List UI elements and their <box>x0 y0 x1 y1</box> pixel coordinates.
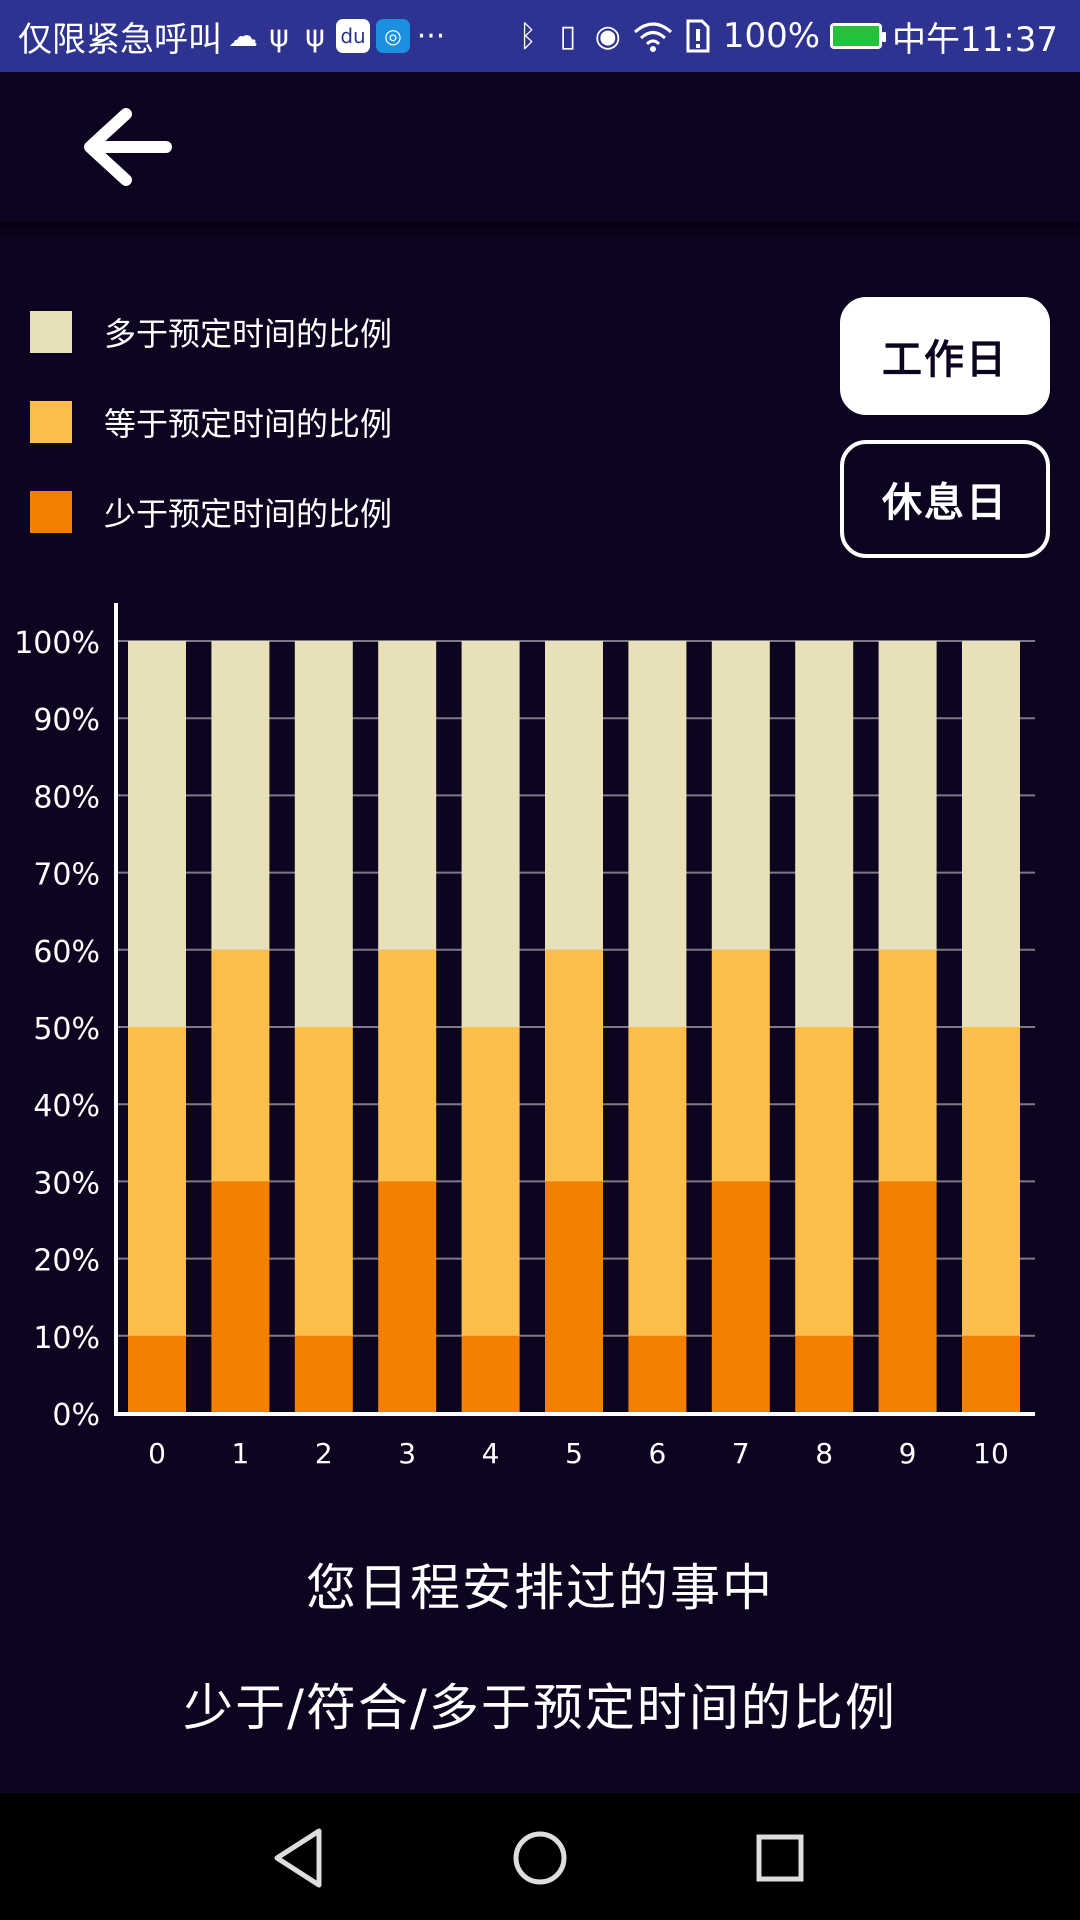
back-button[interactable] <box>80 106 180 188</box>
nav-back-button[interactable] <box>265 1823 335 1893</box>
x-tick-label: 1 <box>231 1437 249 1470</box>
stacked-bar-chart: 0% 10% 20% 30% 40% 50% 60% 70% 80% 90% 100% 0 1 2 3 4 5 6… <box>14 603 1035 1470</box>
bar-segment <box>628 641 687 1027</box>
x-tick-label: 6 <box>648 1437 666 1470</box>
bar-segment <box>211 949 270 1182</box>
bar-segment <box>962 1335 1020 1413</box>
nav-recents-button[interactable] <box>745 1823 815 1893</box>
legend-item-equal: 等于预定时间的比例 <box>30 401 392 443</box>
x-tick-label: 0 <box>148 1437 166 1470</box>
circle-home-icon <box>513 1831 567 1885</box>
x-tick-label: 10 <box>973 1437 1009 1470</box>
bar-segment <box>211 641 270 950</box>
triangle-back-icon <box>274 1828 322 1888</box>
carrier-text: 仅限紧急呼叫 <box>18 19 222 60</box>
legend-label-less: 少于预定时间的比例 <box>104 495 393 533</box>
bar-segment <box>461 641 520 1027</box>
footer-line-1: 您日程安排过的事中 <box>306 1559 774 1617</box>
bar-segment <box>962 1027 1020 1336</box>
battery-icon <box>830 23 887 49</box>
x-tick-label: 3 <box>398 1437 416 1470</box>
bar-segment <box>378 1181 437 1413</box>
x-tick-label: 4 <box>482 1437 500 1470</box>
nav-home-button[interactable] <box>505 1823 575 1893</box>
bar-segment <box>211 1181 270 1413</box>
y-tick-label: 50% <box>33 1012 100 1047</box>
legend-item-more: 多于预定时间的比例 <box>30 311 392 353</box>
bar-segment <box>878 1181 937 1413</box>
restday-button[interactable]: 休息日 <box>840 440 1050 558</box>
legend-label-equal: 等于预定时间的比例 <box>104 405 393 443</box>
legend-swatch-more <box>30 311 72 353</box>
app-bar <box>0 72 1080 222</box>
weather-cloud-icon: ☁ <box>228 18 258 54</box>
workday-button[interactable]: 工作日 <box>840 297 1050 415</box>
clock: 中午11:37 <box>892 19 1058 60</box>
wifi-icon <box>633 16 673 56</box>
y-tick-label: 100% <box>14 626 100 661</box>
bar-segment <box>294 641 353 1027</box>
bluetooth-icon: ᛒ <box>518 18 537 54</box>
y-tick-label: 0% <box>52 1398 100 1433</box>
bar-segment <box>878 949 937 1182</box>
bar-segment <box>962 641 1020 1027</box>
bar-segment <box>545 1181 603 1413</box>
y-tick-label: 20% <box>33 1244 100 1279</box>
eye-icon: ◉ <box>594 18 621 54</box>
baidu-app-icon: du <box>336 19 370 53</box>
usb-icon: ψ <box>305 18 325 54</box>
bar-segment <box>795 1027 854 1336</box>
navigation-bar <box>0 1793 1080 1920</box>
bar-segment <box>461 1335 520 1413</box>
status-bar: 仅限紧急呼叫 ☁ ψ ψ du ◎ ··· ᛒ ▯ ◉ 100% 中午11:37 <box>0 0 1080 72</box>
bar-segment <box>294 1335 353 1413</box>
more-icon: ··· <box>416 18 446 54</box>
bar-segment <box>711 1181 770 1413</box>
legend-swatch-less <box>30 491 72 533</box>
bar-segment <box>128 641 186 1027</box>
y-tick-label: 80% <box>33 780 100 815</box>
y-tick-label: 40% <box>33 1089 100 1124</box>
bar-segment <box>795 1335 854 1413</box>
usb-icon: ψ <box>269 18 289 54</box>
footer-line-2: 少于/符合/多于预定时间的比例 <box>183 1679 897 1737</box>
legend-swatch-equal <box>30 401 72 443</box>
bar-segment <box>878 641 937 950</box>
bar-segment <box>711 949 770 1182</box>
legend-item-less: 少于预定时间的比例 <box>30 491 392 533</box>
x-tick-label: 7 <box>732 1437 750 1470</box>
x-tick-label: 8 <box>815 1437 833 1470</box>
bar-segment <box>128 1027 186 1336</box>
battery-percent: 100% <box>722 16 821 56</box>
x-tick-label: 2 <box>315 1437 333 1470</box>
sim-alert-icon <box>683 16 713 56</box>
y-tick-label: 70% <box>33 858 100 893</box>
bar-segment <box>545 949 603 1182</box>
bar-segment <box>545 641 603 950</box>
bar-segment <box>711 641 770 950</box>
arrow-left-icon <box>84 108 172 186</box>
x-tick-label: 9 <box>899 1437 917 1470</box>
y-tick-label: 90% <box>33 703 100 738</box>
bar-segment <box>294 1027 353 1336</box>
y-tick-label: 30% <box>33 1166 100 1201</box>
bar-segment <box>628 1335 687 1413</box>
bar-segment <box>378 949 437 1182</box>
bar-segment <box>378 641 437 950</box>
bar-segment <box>461 1027 520 1336</box>
bar-segment <box>628 1027 687 1336</box>
y-tick-label: 60% <box>33 935 100 970</box>
x-tick-label: 5 <box>565 1437 583 1470</box>
y-tick-label: 10% <box>33 1321 100 1356</box>
app-bar-shadow <box>0 222 1080 240</box>
vibrate-icon: ▯ <box>559 18 577 54</box>
app-icon: ◎ <box>376 19 410 53</box>
bar-segment <box>795 641 854 1027</box>
legend-label-more: 多于预定时间的比例 <box>104 315 393 353</box>
bar-segment <box>128 1335 186 1413</box>
square-recents-icon <box>756 1834 804 1882</box>
